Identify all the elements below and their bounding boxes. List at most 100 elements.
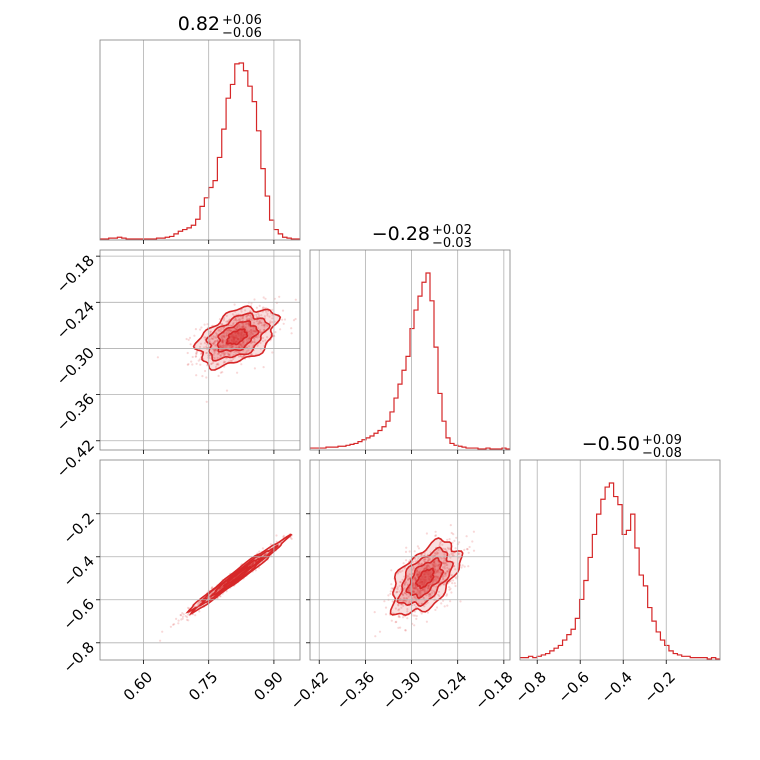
pair-1-2-point bbox=[384, 606, 388, 609]
pair-1-2-point bbox=[433, 561, 436, 564]
pair-1-2-point bbox=[438, 542, 442, 545]
pair-1-2-point bbox=[423, 578, 426, 581]
pair-1-2-point bbox=[431, 563, 434, 567]
pair-0-2-point bbox=[175, 617, 178, 621]
pair-1-2-point bbox=[390, 583, 393, 586]
pair-1-2-point bbox=[405, 600, 408, 603]
pair-0-1-point bbox=[250, 328, 253, 332]
pair-0-1-point bbox=[230, 359, 233, 362]
pair-1-2-point bbox=[414, 596, 417, 599]
pair-1-2-point bbox=[399, 626, 402, 629]
pair-0-1-point bbox=[221, 341, 225, 344]
pair-0-1-point bbox=[214, 340, 217, 343]
pair-1-2-point bbox=[455, 536, 458, 539]
pair-0-2-point bbox=[275, 534, 278, 537]
pair-1-2-point bbox=[427, 565, 430, 568]
pair-1-2-point bbox=[451, 574, 454, 577]
pair-1-2-point bbox=[435, 551, 438, 554]
pair-1-2-point bbox=[406, 597, 409, 600]
pair-0-1-point bbox=[228, 343, 231, 347]
pair-1-2-point bbox=[429, 575, 432, 578]
pair-0-2-point bbox=[209, 596, 212, 599]
pair-1-2-point bbox=[446, 563, 449, 567]
pair-0-1-point bbox=[242, 324, 245, 327]
pair-1-2-point bbox=[415, 588, 418, 591]
pair-0-1-point bbox=[190, 360, 193, 363]
pair-1-2-point bbox=[404, 629, 407, 632]
pair-1-2-point bbox=[405, 559, 408, 562]
pair-0-1-point bbox=[199, 363, 202, 366]
pair-0-1-point bbox=[233, 338, 236, 341]
pair-1-2-point bbox=[405, 546, 408, 549]
pair-1-2-point bbox=[434, 530, 437, 533]
pair-0-2-y-gridlines bbox=[100, 513, 300, 644]
pair-1-2-point bbox=[436, 575, 439, 578]
pair-0-1-point bbox=[282, 322, 285, 325]
pair-0-1-point bbox=[261, 336, 265, 340]
pair-0-1-point bbox=[228, 353, 231, 356]
pair-0-2-point bbox=[177, 622, 180, 625]
pair-0-1-point bbox=[246, 318, 249, 321]
pair-1-2-point bbox=[417, 562, 420, 565]
pair-1-2-point bbox=[466, 548, 469, 551]
pair-1-2-point bbox=[420, 589, 423, 592]
pair-1-2-point bbox=[432, 578, 435, 581]
pair-1-2-point bbox=[436, 575, 439, 579]
pair-1-2-point bbox=[414, 586, 417, 589]
pair-0-2-point bbox=[219, 587, 222, 590]
pair-0-2-point bbox=[261, 547, 264, 550]
pair-1-2-point bbox=[434, 571, 437, 574]
pair-0-1-point bbox=[215, 349, 218, 352]
pair-0-1-point bbox=[257, 322, 260, 325]
pair-1-2-point bbox=[442, 557, 445, 560]
pair-0-1-point bbox=[212, 353, 215, 356]
pair-0-1-point bbox=[236, 325, 239, 328]
pair-1-2-point bbox=[416, 545, 419, 548]
pair-0-2-point bbox=[250, 563, 253, 566]
pair-1-2-point bbox=[426, 564, 429, 567]
pair-1-2-point bbox=[396, 572, 399, 575]
pair-0-1-point bbox=[247, 330, 250, 333]
pair-1-2-point bbox=[407, 589, 410, 592]
pair-0-1-point bbox=[224, 339, 227, 342]
pair-1-2-point bbox=[452, 579, 455, 582]
hist-1-x-gridlines bbox=[318, 250, 505, 450]
pair-0-1-point bbox=[239, 336, 242, 339]
pair-0-2-y-ticks: −0.8 −0.6 −0.4 −0.2 bbox=[60, 509, 100, 677]
pair-0-1-point bbox=[237, 337, 240, 340]
pair-1-2-point bbox=[458, 541, 461, 544]
title-1-plus: +0.02 bbox=[432, 223, 472, 238]
pair-0-1-point bbox=[245, 350, 248, 353]
pair-0-1-point bbox=[260, 314, 263, 317]
pair-0-2-point bbox=[180, 618, 183, 621]
pair-0-2-point bbox=[186, 616, 189, 619]
pair-1-2-point bbox=[449, 573, 452, 577]
pair-1-2-point bbox=[423, 568, 426, 571]
pair-0-1-point bbox=[195, 374, 198, 377]
pair-1-2-point bbox=[450, 591, 453, 594]
title-2-plus: +0.09 bbox=[642, 433, 682, 448]
pair-0-1-point bbox=[197, 359, 200, 362]
pair-1-2-point bbox=[437, 593, 440, 596]
pair-0-1-point bbox=[214, 349, 217, 352]
pair-0-1-point bbox=[205, 376, 208, 379]
pair-0-2-point bbox=[250, 564, 253, 567]
pair-1-2-point bbox=[446, 538, 449, 541]
pair-0-2-point bbox=[289, 536, 292, 539]
pair-1-2-point bbox=[413, 576, 416, 579]
pair-0-1-point bbox=[213, 349, 216, 353]
pair-0-1-point bbox=[195, 352, 198, 356]
pair-1-2-point bbox=[412, 567, 415, 570]
pair-0-1-point bbox=[217, 352, 220, 355]
pair-0-1-frame bbox=[99, 249, 301, 451]
pair-0-2-point bbox=[252, 562, 255, 565]
pair-1-2-point bbox=[430, 591, 434, 595]
pair-0-1-point bbox=[239, 344, 242, 347]
pair-0-1-point bbox=[219, 345, 222, 348]
pair-1-2-point bbox=[394, 621, 397, 624]
pair-0-1-point bbox=[240, 333, 243, 336]
pair-0-1-point bbox=[269, 320, 272, 323]
pair-0-2-point bbox=[198, 610, 201, 613]
pair-0-1-point bbox=[216, 339, 219, 342]
pair-1-2-point bbox=[426, 553, 429, 556]
